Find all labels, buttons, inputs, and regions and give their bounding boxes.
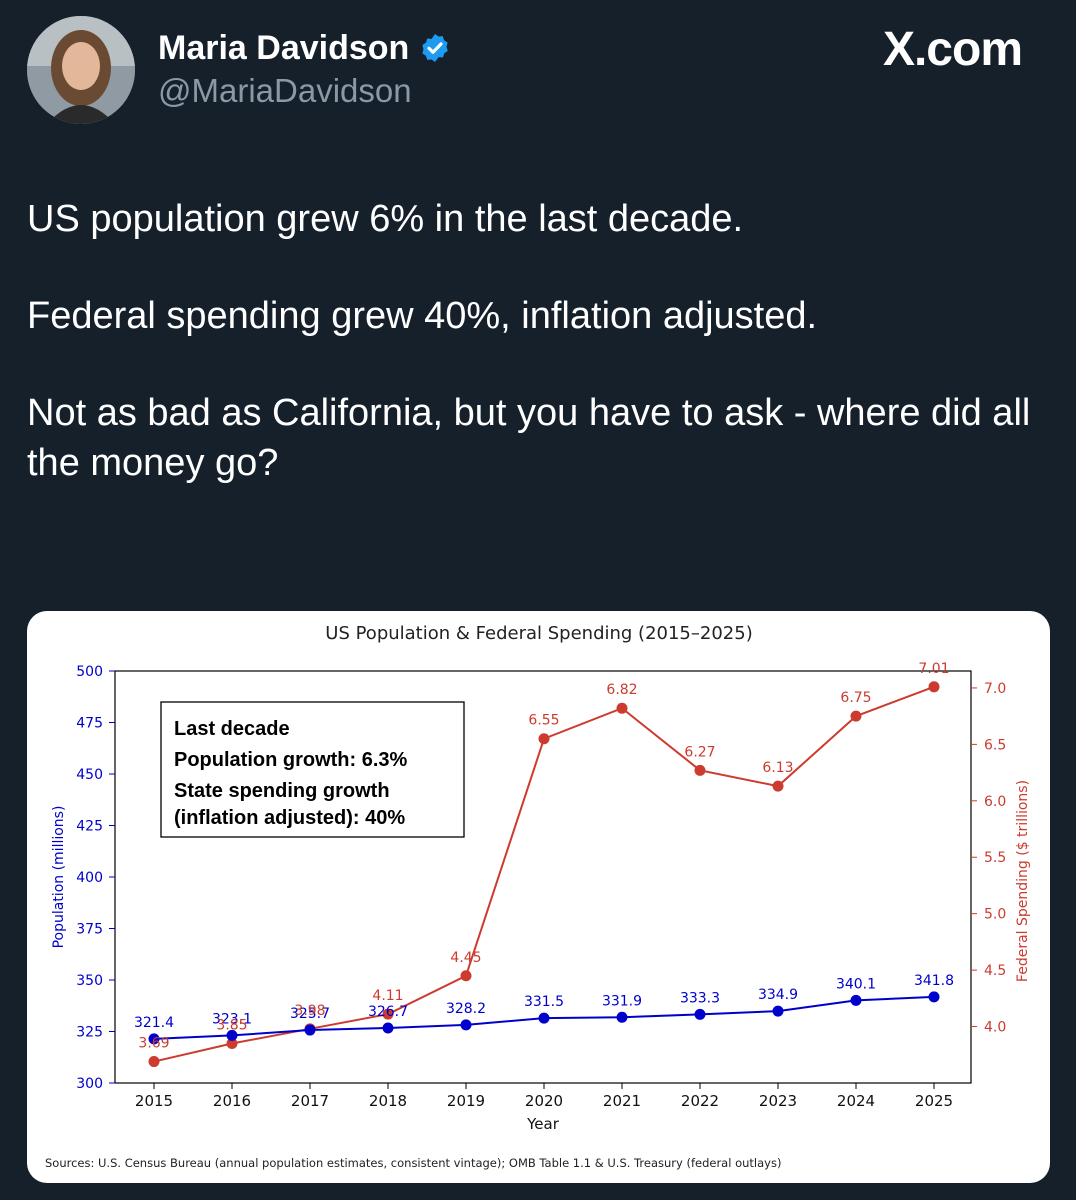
x-axis-tick-label: 2016	[213, 1092, 251, 1110]
federal-spending-data-label: 3.85	[216, 1017, 247, 1033]
population-data-label: 340.1	[836, 976, 876, 992]
right-axis-label: Federal Spending ($ trillions)	[1015, 780, 1031, 982]
federal-spending-point	[226, 1037, 238, 1049]
x-axis-tick-label: 2015	[135, 1092, 173, 1110]
population-data-label: 321.4	[134, 1015, 174, 1031]
federal-spending-data-label: 4.45	[450, 950, 481, 966]
x-axis-tick-label: 2019	[447, 1092, 485, 1110]
federal-spending-point	[772, 780, 784, 792]
left-axis-tick-label: 475	[76, 716, 103, 732]
federal-spending-data-label: 3.69	[138, 1036, 169, 1052]
population-point	[694, 1008, 706, 1020]
x-axis-tick-label: 2022	[681, 1092, 719, 1110]
tweet-paragraph: Not as bad as California, but you have t…	[27, 392, 1031, 484]
population-point	[772, 1005, 784, 1017]
site-label: X.com	[882, 23, 1023, 76]
right-axis-tick-label: 5.0	[984, 907, 1006, 923]
user-handle[interactable]: @MariaDavidson	[158, 72, 412, 109]
population-data-label: 326.7	[368, 1004, 408, 1020]
chart-source: Sources: U.S. Census Bureau (annual popu…	[45, 1156, 781, 1170]
annotation-line: (inflation adjusted): 40%	[174, 807, 405, 829]
tweet-text: US population grew 6% in the last decade…	[27, 194, 1057, 488]
annotation-line: State spending growth	[174, 780, 390, 802]
x-axis-tick-label: 2023	[759, 1092, 797, 1110]
federal-spending-point	[616, 702, 628, 714]
right-axis-tick-label: 5.5	[984, 850, 1006, 866]
right-axis-tick-label: 4.0	[984, 1020, 1006, 1036]
tweet-paragraph: Federal spending grew 40%, inflation adj…	[27, 295, 818, 337]
population-data-label: 325.7	[290, 1006, 330, 1022]
federal-spending-point	[460, 970, 472, 982]
population-data-label: 331.9	[602, 993, 642, 1009]
right-axis-tick-label: 6.5	[984, 737, 1006, 753]
left-axis-tick-label: 400	[76, 870, 103, 886]
population-point	[538, 1012, 550, 1024]
federal-spending-point	[148, 1056, 160, 1068]
tweet-paragraph: US population grew 6% in the last decade…	[27, 198, 744, 240]
federal-spending-data-label: 6.27	[684, 744, 715, 760]
left-axis-tick-label: 500	[76, 664, 103, 680]
population-data-label: 341.8	[914, 973, 954, 989]
user-avatar[interactable]	[27, 16, 135, 124]
population-data-label: 328.2	[446, 1001, 486, 1017]
x-axis-tick-label: 2021	[603, 1092, 641, 1110]
x-axis-tick-label: 2018	[369, 1092, 407, 1110]
population-point	[148, 1033, 160, 1045]
left-axis-tick-label: 350	[76, 973, 103, 989]
annotation-line: Population growth: 6.3%	[174, 749, 408, 771]
right-axis-tick-label: 7.0	[984, 681, 1006, 697]
population-point	[928, 991, 940, 1003]
left-axis-label: Population (millions)	[51, 806, 67, 949]
x-axis-tick-label: 2020	[525, 1092, 563, 1110]
population-point	[850, 994, 862, 1006]
left-axis-tick-label: 375	[76, 922, 103, 938]
federal-spending-point	[850, 710, 862, 722]
x-axis-label: Year	[526, 1115, 560, 1133]
annotation-box	[160, 701, 465, 838]
right-axis-tick-label: 6.0	[984, 794, 1006, 810]
verified-badge-icon	[422, 34, 449, 62]
display-name[interactable]: Maria Davidson	[158, 28, 410, 67]
federal-spending-point	[928, 681, 940, 693]
federal-spending-point	[538, 733, 550, 745]
left-axis-tick-label: 300	[76, 1076, 103, 1092]
population-point	[460, 1019, 472, 1031]
federal-spending-data-label: 6.75	[840, 690, 871, 706]
population-point	[226, 1029, 238, 1041]
annotation-line: Last decade	[174, 718, 290, 740]
chart-card[interactable]: US Population & Federal Spending (2015–2…	[27, 611, 1050, 1183]
x-axis-tick-label: 2024	[837, 1092, 875, 1110]
population-data-label: 334.9	[758, 987, 798, 1003]
chart: US Population & Federal Spending (2015–2…	[45, 623, 1031, 1170]
right-axis-tick-label: 4.5	[984, 963, 1006, 979]
population-point	[304, 1024, 316, 1036]
population-data-label: 331.5	[524, 994, 564, 1010]
chart-title: US Population & Federal Spending (2015–2…	[325, 623, 752, 644]
federal-spending-data-label: 6.82	[606, 682, 637, 698]
left-axis-tick-label: 325	[76, 1025, 103, 1041]
federal-spending-point	[694, 764, 706, 776]
population-point	[382, 1022, 394, 1034]
population-point	[616, 1011, 628, 1023]
federal-spending-data-label: 6.13	[762, 760, 793, 776]
left-axis-tick-label: 450	[76, 767, 103, 783]
avatar-image	[27, 16, 135, 124]
x-axis-tick-label: 2017	[291, 1092, 329, 1110]
population-data-label: 323.1	[212, 1011, 252, 1027]
federal-spending-data-label: 7.01	[918, 661, 949, 677]
population-data-label: 333.3	[680, 990, 720, 1006]
federal-spending-data-label: 3.98	[294, 1003, 325, 1019]
federal-spending-data-label: 6.55	[528, 713, 559, 729]
x-axis-tick-label: 2025	[915, 1092, 953, 1110]
left-axis-tick-label: 425	[76, 819, 103, 835]
federal-spending-data-label: 4.11	[372, 988, 403, 1004]
federal-spending-point	[382, 1008, 394, 1020]
